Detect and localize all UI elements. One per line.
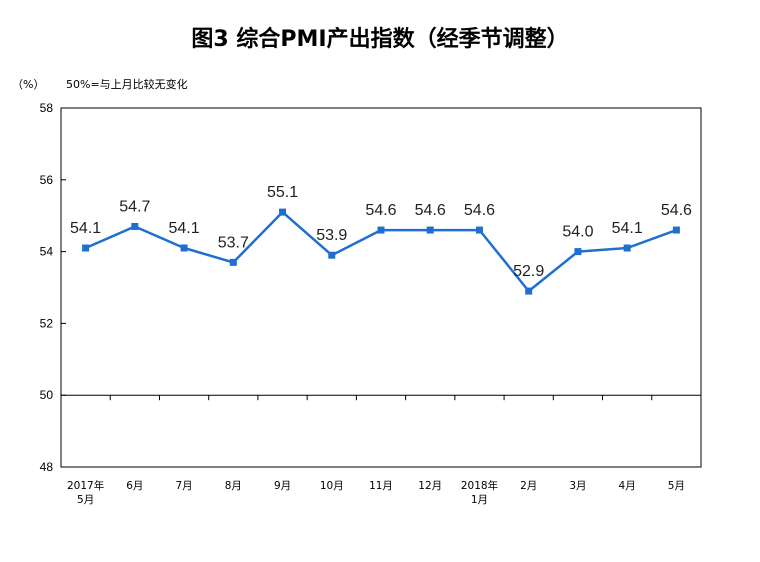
data-point — [229, 258, 237, 266]
data-point — [279, 208, 287, 216]
x-tick-label: 7月 — [175, 480, 192, 492]
x-tick-label: 10月 — [320, 480, 344, 492]
data-label: 54.1 — [169, 220, 200, 237]
x-tick-label: 5月 — [668, 480, 685, 492]
data-label: 54.6 — [661, 202, 692, 219]
data-point — [131, 222, 139, 230]
x-tick-label: 8月 — [225, 480, 242, 492]
x-tick-label: 12月 — [418, 480, 442, 492]
y-tick-label: 54 — [40, 245, 54, 259]
data-point — [82, 244, 90, 252]
x-tick-label: 2018年 1月 — [461, 479, 498, 506]
y-unit-label: （%） — [12, 78, 44, 91]
data-label: 54.0 — [562, 224, 593, 241]
data-label: 53.7 — [218, 234, 249, 251]
data-point — [475, 226, 483, 234]
y-tick-label: 58 — [40, 101, 54, 115]
x-tick-label: 3月 — [569, 480, 586, 492]
x-tick-label: 2017年 5月 — [67, 479, 104, 506]
data-label: 54.6 — [415, 202, 446, 219]
plot-area — [60, 107, 702, 468]
data-label: 53.9 — [316, 227, 347, 244]
data-point — [377, 226, 385, 234]
y-tick-label: 50 — [40, 388, 54, 402]
data-label: 55.1 — [267, 184, 298, 201]
x-tick-label: 4月 — [619, 480, 636, 492]
x-tick-label: 2月 — [520, 480, 537, 492]
data-label: 52.9 — [513, 263, 544, 280]
baseline-note: 50%=与上月比较无变化 — [66, 77, 188, 91]
x-tick-label: 6月 — [126, 480, 143, 492]
y-tick-label: 48 — [40, 460, 54, 474]
chart-title: 图3 综合PMI产出指数（经季节调整） — [191, 26, 568, 52]
data-label: 54.1 — [70, 220, 101, 237]
data-label: 54.7 — [119, 198, 150, 215]
x-tick-label: 11月 — [369, 480, 393, 492]
data-point — [672, 226, 680, 234]
data-label: 54.1 — [612, 220, 643, 237]
data-point — [180, 244, 188, 252]
data-point — [525, 287, 533, 295]
data-label: 54.6 — [365, 202, 396, 219]
data-label: 54.6 — [464, 202, 495, 219]
y-tick-label: 52 — [40, 316, 54, 330]
data-point — [574, 248, 582, 256]
data-point — [328, 251, 336, 259]
y-tick-label: 56 — [40, 173, 54, 187]
data-point — [426, 226, 434, 234]
x-tick-label: 9月 — [274, 480, 291, 492]
data-point — [623, 244, 631, 252]
